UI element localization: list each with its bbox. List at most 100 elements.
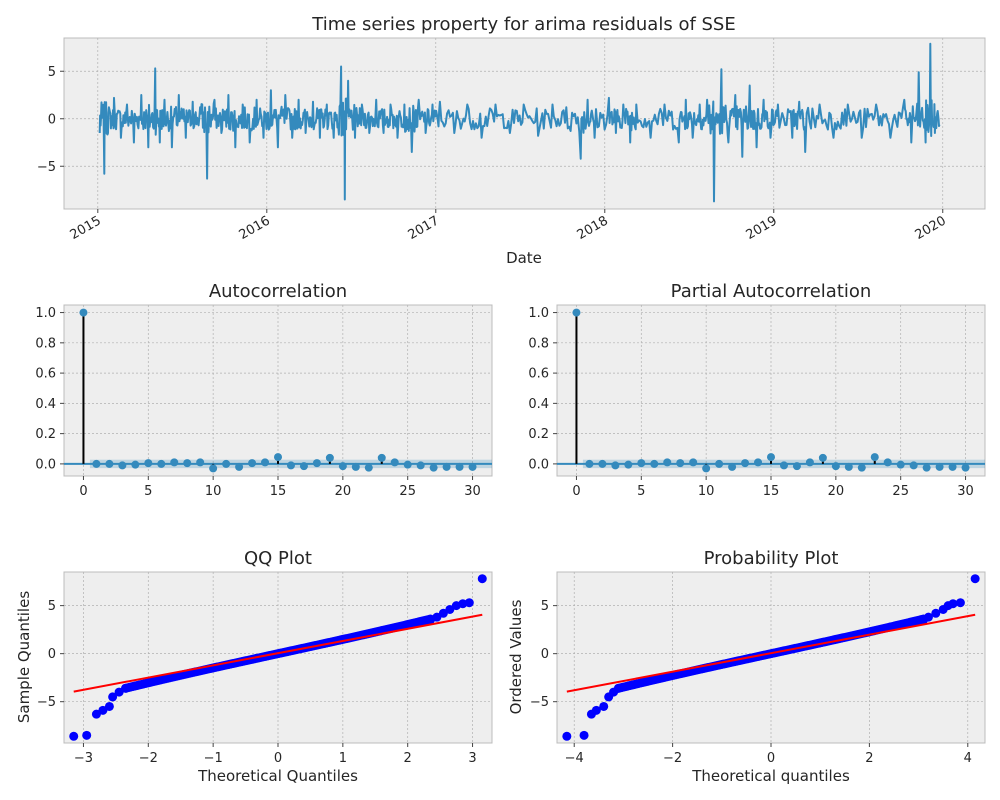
acf-point <box>157 459 166 468</box>
acf-point <box>144 459 153 468</box>
timeseries-title: Time series property for arima residuals… <box>311 14 735 35</box>
pacf-ytick-label: 1.0 <box>528 306 549 321</box>
prob-ytick-label: −5 <box>530 695 549 710</box>
acf-point <box>338 462 347 471</box>
acf-xtick-label: 25 <box>399 484 416 499</box>
qq-point <box>477 574 487 584</box>
qq-ytick-label: 0 <box>48 647 56 662</box>
acf-xtick-label: 20 <box>335 484 352 499</box>
qq-xtick-label: 0 <box>274 751 282 766</box>
pacf-point <box>870 453 879 462</box>
pacf-point <box>961 463 970 472</box>
qq-xtick-label: 3 <box>468 751 476 766</box>
pacf-point <box>689 458 698 467</box>
acf-marks <box>64 308 492 473</box>
pacf-point <box>831 462 840 471</box>
pacf-point <box>650 459 659 468</box>
pacf-point <box>844 462 853 471</box>
qq-point <box>114 687 124 697</box>
acf-point <box>325 453 334 462</box>
pacf-point <box>779 461 788 470</box>
ts-ytick-label: 0 <box>48 112 56 127</box>
acf-point <box>455 462 464 471</box>
acf-title: Autocorrelation <box>209 281 347 302</box>
acf-point <box>377 453 386 462</box>
pacf-ticks: 0 5 10 15 20 25 30 0.0 0.2 0.4 0.6 0.8 1.0 <box>528 306 974 499</box>
prob-point <box>948 599 958 609</box>
acf-ytick-label: 0.6 <box>35 367 56 382</box>
pacf-point <box>818 453 827 462</box>
pacf-ytick-label: 0.4 <box>528 397 549 412</box>
pacf-xtick-label: 5 <box>637 484 645 499</box>
acf-xtick-label: 5 <box>144 484 152 499</box>
pacf-panel: 0 5 10 15 20 25 30 0.0 0.2 0.4 0.6 0.8 1.0 Partial A… <box>528 281 986 499</box>
pacf-point <box>922 463 931 472</box>
acf-xtick-label: 10 <box>205 484 222 499</box>
probplot-title: Probability Plot <box>704 548 839 569</box>
probplot-panel: −4 −2 0 2 4 −5 0 5 Probability Plot Theoretical… <box>507 548 986 785</box>
acf-point <box>170 458 179 467</box>
timeseries-panel: 2015 2016 2017 2018 2019 2020 −5 0 5 Time series… <box>37 14 986 267</box>
prob-ytick-label: 0 <box>541 647 549 662</box>
pacf-marks <box>557 308 985 473</box>
pacf-point <box>741 459 750 468</box>
acf-ytick-label: 0.8 <box>35 336 56 351</box>
pacf-point <box>948 462 957 471</box>
acf-point <box>131 460 140 469</box>
pacf-xtick-label: 25 <box>892 484 909 499</box>
acf-point <box>299 462 308 471</box>
ts-xtick-label: 2016 <box>237 213 273 243</box>
prob-point <box>562 731 572 741</box>
pacf-xtick-label: 15 <box>763 484 780 499</box>
pacf-point <box>792 462 801 471</box>
ts-xtick-label: 2015 <box>68 213 104 243</box>
qq-point <box>445 604 455 614</box>
acf-ytick-label: 0.4 <box>35 397 56 412</box>
qq-xtick-label: 2 <box>404 751 412 766</box>
prob-xtick-label: −2 <box>663 751 682 766</box>
acf-point <box>312 459 321 468</box>
pacf-ytick-label: 0.2 <box>528 427 549 442</box>
acf-point <box>105 459 114 468</box>
pacf-xtick-label: 0 <box>572 484 580 499</box>
prob-xtick-label: 4 <box>964 751 972 766</box>
prob-point <box>970 574 980 584</box>
pacf-point <box>676 459 685 468</box>
pacf-point <box>624 460 633 469</box>
pacf-point <box>702 464 711 473</box>
qq-marks <box>69 574 487 741</box>
ts-ytick-label: −5 <box>37 160 56 175</box>
qq-xtick-label: −3 <box>74 751 93 766</box>
acf-xtick-label: 30 <box>464 484 481 499</box>
qq-point <box>108 692 118 702</box>
acf-ytick-label: 0.0 <box>35 457 56 472</box>
qq-ylabel: Sample Quantiles <box>15 591 33 723</box>
acf-point <box>235 462 244 471</box>
acf-point <box>468 462 477 471</box>
pacf-ytick-label: 0.6 <box>528 367 549 382</box>
timeseries-xlabel: Date <box>506 249 542 267</box>
pacf-point <box>805 458 814 467</box>
qq-panel: −3 −2 −1 0 1 2 3 −5 0 5 QQ Plot Theoretical Quant… <box>15 548 493 785</box>
acf-point <box>92 459 101 468</box>
acf-point <box>118 461 127 470</box>
prob-point <box>919 614 929 624</box>
acf-point <box>286 461 295 470</box>
qq-title: QQ Plot <box>244 548 312 569</box>
pacf-xtick-label: 20 <box>828 484 845 499</box>
qq-ytick-label: −5 <box>37 695 56 710</box>
probplot-ylabel: Ordered Values <box>507 599 525 714</box>
pacf-point <box>728 462 737 471</box>
qq-point <box>91 709 101 719</box>
acf-point <box>209 464 218 473</box>
pacf-point <box>935 462 944 471</box>
qq-ytick-label: 5 <box>48 599 56 614</box>
pacf-point <box>767 453 775 462</box>
timeseries-marks <box>98 42 941 203</box>
pacf-xtick-label: 10 <box>698 484 715 499</box>
pacf-point <box>637 459 646 468</box>
qq-xtick-label: −1 <box>204 751 223 766</box>
qq-point <box>425 614 435 624</box>
prob-xtick-label: 0 <box>767 751 775 766</box>
pacf-title: Partial Autocorrelation <box>671 281 872 302</box>
